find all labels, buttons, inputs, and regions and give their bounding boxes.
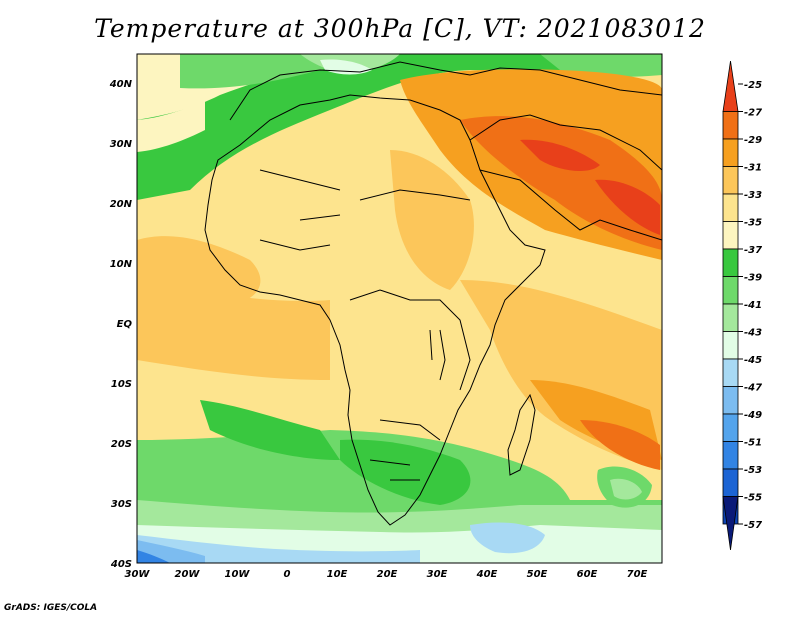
colorbar-swatch	[722, 166, 739, 195]
lon-label: 60E	[577, 569, 598, 580]
colorbar-swatch	[722, 413, 739, 442]
colorbar-swatch	[722, 248, 739, 277]
lat-label: 10S	[111, 379, 132, 390]
lat-label: EQ	[117, 319, 133, 330]
lon-label: 10E	[327, 569, 348, 580]
colorbar-label: -37	[744, 245, 762, 256]
colorbar: -25 -27 -29 -31 -33 -35 -37 -39 -41 -43 -45 -47 -49 -…	[722, 60, 762, 551]
colorbar-swatch	[722, 358, 739, 387]
colorbar-swatch	[722, 60, 739, 112]
colorbar-label: -43	[744, 328, 762, 339]
lon-label: 30E	[427, 569, 448, 580]
lat-axis: 40N 30N 20N 10N EQ 10S 20S 30S 40S	[109, 79, 133, 570]
lat-label: 30S	[111, 499, 132, 510]
temperature-field	[137, 54, 662, 563]
colorbar-swatch	[722, 193, 739, 222]
lon-label: 20E	[377, 569, 398, 580]
colorbar-label: -47	[744, 383, 762, 394]
colorbar-swatch	[722, 331, 739, 360]
lon-label: 30W	[125, 569, 151, 580]
lon-label: 10W	[225, 569, 251, 580]
colorbar-label: -31	[744, 163, 762, 174]
lat-label: 20N	[110, 199, 133, 210]
colorbar-label: -55	[744, 493, 762, 504]
credit-text: GrADS: IGES/COLA	[4, 603, 98, 613]
lat-label: 20S	[111, 439, 132, 450]
colorbar-label: -33	[744, 190, 762, 201]
colorbar-swatch	[722, 496, 739, 551]
colorbar-label: -57	[744, 520, 762, 531]
lon-label: 70E	[627, 569, 648, 580]
lat-label: 40N	[109, 79, 133, 90]
colorbar-swatch	[722, 276, 739, 305]
map-figure: 30W 20W 10W 0 10E 20E 30E 40E 50E 60E 70…	[109, 53, 762, 580]
colorbar-swatch	[722, 138, 739, 167]
chart-title: Temperature at 300hPa [C], VT: 202108301…	[94, 14, 706, 43]
colorbar-swatch	[722, 111, 739, 140]
colorbar-swatch	[722, 441, 739, 470]
colorbar-swatch	[722, 386, 739, 415]
lat-label: 40S	[110, 559, 132, 570]
colorbar-label: -29	[744, 135, 762, 146]
colorbar-label: -49	[744, 410, 762, 421]
map-frame	[136, 53, 663, 564]
lon-label: 20W	[175, 569, 201, 580]
coastline-outline	[204, 61, 662, 526]
lon-axis: 30W 20W 10W 0 10E 20E 30E 40E 50E 60E 70…	[125, 569, 648, 580]
colorbar-label: -45	[744, 355, 762, 366]
lon-label: 40E	[476, 569, 498, 580]
colorbar-label: -41	[744, 300, 762, 311]
colorbar-swatch	[722, 303, 739, 332]
lon-label: 0	[284, 569, 291, 580]
colorbar-label: -39	[744, 273, 762, 284]
lat-label: 10N	[110, 259, 133, 270]
colorbar-label: -25	[744, 80, 762, 91]
colorbar-swatch	[722, 468, 739, 497]
colorbar-swatch	[722, 221, 739, 250]
colorbar-label: -51	[744, 438, 762, 449]
colorbar-label: -53	[744, 465, 762, 476]
lon-label: 50E	[527, 569, 548, 580]
colorbar-label: -35	[744, 218, 762, 229]
lat-label: 30N	[110, 139, 133, 150]
colorbar-label: -27	[744, 108, 762, 119]
